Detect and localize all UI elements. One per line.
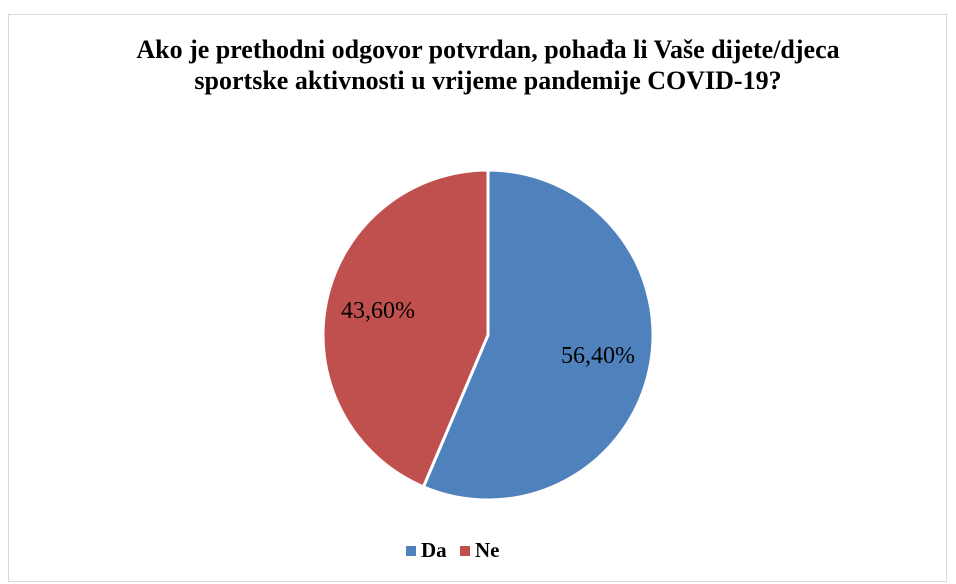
legend-label: Da (421, 538, 447, 562)
legend-swatch (406, 546, 416, 556)
chart-frame (8, 14, 947, 582)
data-label: 43,60% (341, 298, 415, 324)
legend-swatch (460, 546, 470, 556)
pie-slice (421, 168, 655, 502)
pie-slice (321, 168, 490, 489)
data-label: 56,40% (561, 343, 635, 369)
legend-label: Ne (475, 538, 500, 562)
chart-title: Ako je prethodni odgovor potvrdan, pohađ… (136, 35, 840, 95)
